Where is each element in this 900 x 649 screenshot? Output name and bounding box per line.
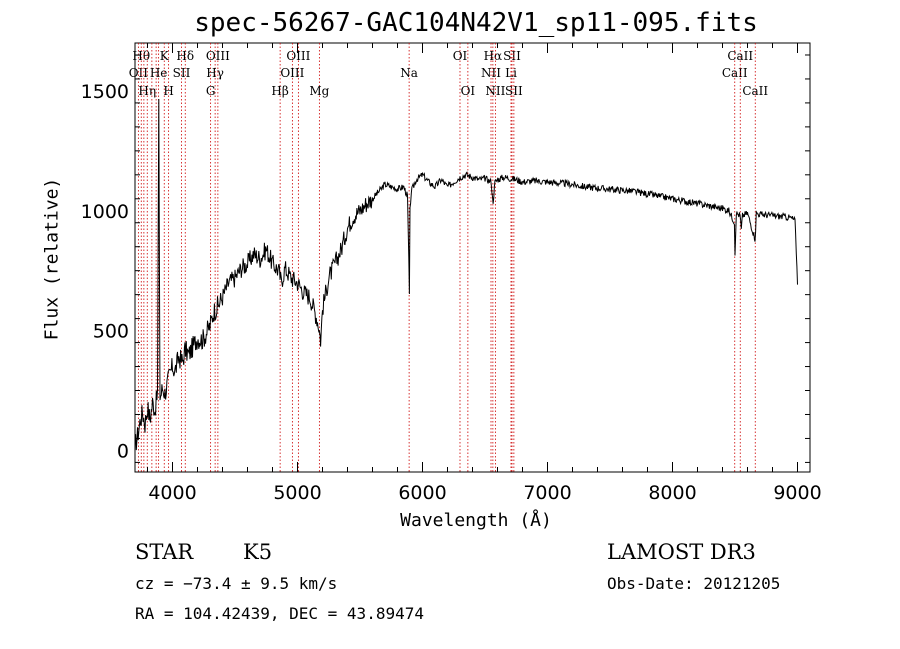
line-label-1: Hθ [132, 49, 150, 63]
redshift-readout: cz = −73.4 ± 9.5 km/s [135, 574, 338, 593]
line-label-15: OIII [280, 66, 304, 80]
line-label-20: OI [461, 84, 476, 98]
spectrum-line [134, 98, 798, 451]
line-label-8: H [163, 84, 173, 98]
line-label-19: OI [453, 49, 468, 63]
survey-name: LAMOST DR3 [607, 540, 756, 564]
line-label-12: Hγ [206, 66, 224, 80]
x-tick-label-3: 7000 [523, 482, 571, 504]
observation-date: Obs-Date: 20121205 [607, 574, 781, 593]
x-tick-label-1: 5000 [273, 482, 321, 504]
line-label-3: Hη [138, 84, 156, 98]
line-label-7: K [160, 49, 170, 63]
line-label-9: SII [173, 66, 191, 80]
chart-title: spec-56267-GAC104N42V1_sp11-095.fits [194, 8, 758, 38]
line-label-0: OII [129, 66, 149, 80]
coordinates-readout: RA = 104.42439, DEC = 43.89474 [135, 604, 424, 623]
line-label-28: CaII [727, 49, 753, 63]
line-label-6: He [150, 66, 168, 80]
y-tick-label-2: 1000 [81, 201, 129, 223]
plot-frame [134, 42, 811, 473]
x-tick-label-5: 9000 [773, 482, 821, 504]
line-label-17: Mg [309, 84, 329, 98]
line-label-10: Hδ [176, 49, 194, 63]
line-label-26: SII [505, 84, 523, 98]
line-label-13: OIII [206, 49, 230, 63]
line-label-25: SII [503, 49, 521, 63]
object-subclass: K5 [243, 540, 273, 564]
line-label-27: CaII [722, 66, 748, 80]
y-tick-label-3: 1500 [81, 81, 129, 103]
line-label-16: OIII [286, 49, 310, 63]
line-label-23: NII [485, 84, 505, 98]
x-tick-label-4: 8000 [648, 482, 696, 504]
line-label-22: Hα [484, 49, 503, 63]
y-tick-label-0: 0 [117, 440, 129, 462]
x-tick-label-0: 4000 [148, 482, 196, 504]
line-label-11: G [206, 84, 216, 98]
y-tick-label-1: 500 [93, 321, 129, 343]
line-label-29: CaII [742, 84, 768, 98]
line-label-24: Li [505, 66, 517, 80]
object-class: STAR [135, 540, 194, 564]
y-axis-label: Flux (relative) [41, 177, 63, 341]
line-label-14: Hβ [271, 84, 288, 98]
x-tick-label-2: 6000 [398, 482, 446, 504]
line-label-18: Na [400, 66, 418, 80]
x-axis-label: Wavelength (Å) [400, 510, 552, 531]
line-label-21: NII [481, 66, 501, 80]
